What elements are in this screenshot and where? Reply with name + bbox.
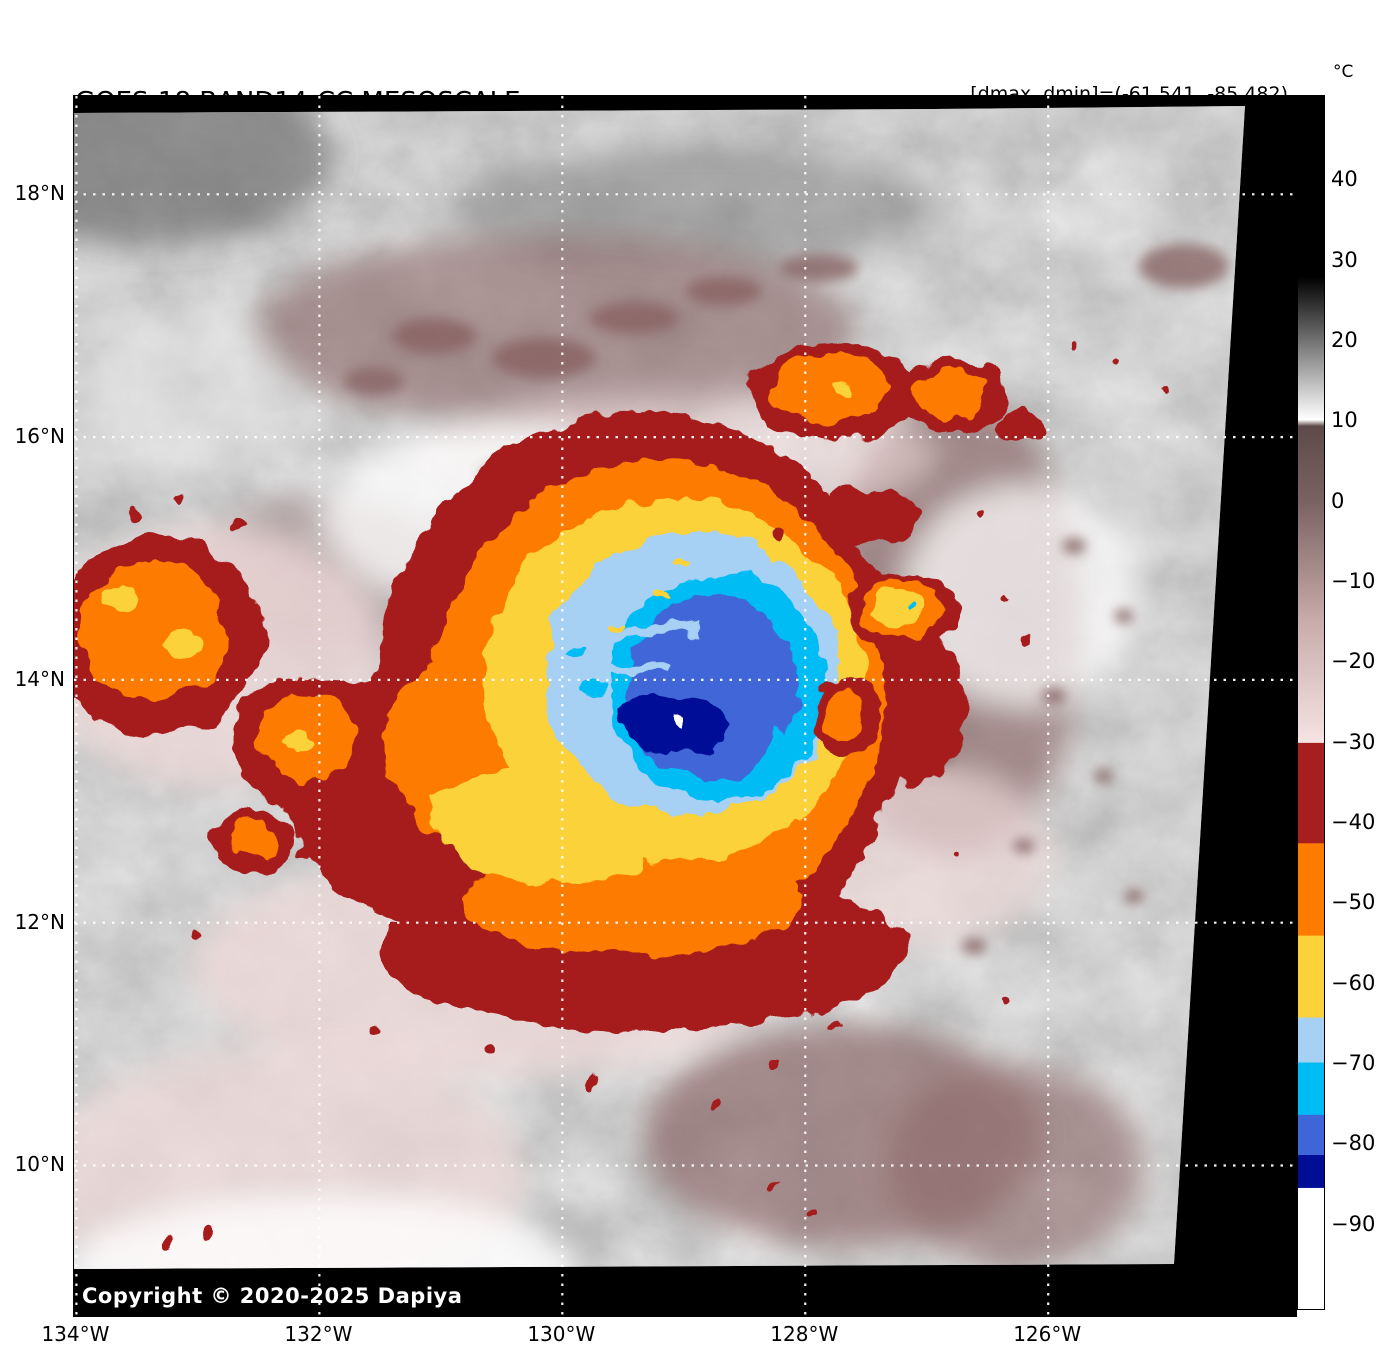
colorbar-tick-label: −50 bbox=[1331, 890, 1376, 915]
colorbar bbox=[1297, 95, 1325, 1310]
lat-tick-label: 10°N bbox=[14, 1152, 65, 1177]
colorbar-tick-label: 0 bbox=[1331, 488, 1345, 513]
lat-tick-label: 16°N bbox=[14, 424, 65, 449]
colorbar-tick-label: −10 bbox=[1331, 569, 1376, 593]
lat-tick-label: 12°N bbox=[14, 909, 65, 934]
longitude-axis: 134°W 132°W 130°W 128°W 126°W bbox=[41, 1322, 1295, 1352]
colorbar-tick-label: −80 bbox=[1331, 1131, 1376, 1156]
lat-tick-label: 14°N bbox=[14, 666, 65, 691]
colorbar-tick-label: −90 bbox=[1331, 1211, 1376, 1236]
lon-tick-label: 128°W bbox=[770, 1322, 839, 1346]
colorbar-tick-label: 40 bbox=[1331, 167, 1358, 192]
colorbar-tick-label: 20 bbox=[1331, 328, 1358, 352]
gridlines bbox=[74, 96, 1296, 1316]
red-flecks bbox=[127, 342, 1168, 1251]
colorbar-ticks: 40 30 20 10 0 −10 −20 −30 −40 −50 −60 −70 −80 −90 bbox=[1331, 95, 1390, 1308]
colorbar-tick-label: 10 bbox=[1331, 408, 1358, 433]
satellite-image bbox=[74, 96, 1296, 1316]
colorbar-tick-label: −20 bbox=[1331, 649, 1376, 674]
lon-tick-label: 126°W bbox=[1013, 1322, 1082, 1346]
colorbar-tick-label: −40 bbox=[1331, 809, 1376, 834]
satellite-map: Copyright © 2020-2025 Dapiya bbox=[73, 95, 1297, 1317]
storm-overlay bbox=[74, 342, 1168, 1251]
colorbar-unit-label: °C bbox=[1333, 62, 1354, 82]
colorbar-tick-label: 30 bbox=[1331, 247, 1358, 272]
colorbar-tick-label: −30 bbox=[1331, 729, 1376, 754]
lat-tick-label: 18°N bbox=[14, 181, 65, 206]
lon-tick-label: 134°W bbox=[41, 1322, 110, 1346]
data-region bbox=[74, 106, 1245, 1269]
lon-tick-label: 132°W bbox=[284, 1322, 353, 1346]
lon-tick-label: 130°W bbox=[527, 1322, 596, 1346]
latitude-axis: 18°N 16°N 14°N 12°N 10°N bbox=[0, 95, 69, 1315]
colorbar-tick-label: −70 bbox=[1331, 1050, 1376, 1075]
colorbar-tick-label: −60 bbox=[1331, 970, 1376, 995]
copyright-label: Copyright © 2020-2025 Dapiya bbox=[82, 1284, 463, 1308]
